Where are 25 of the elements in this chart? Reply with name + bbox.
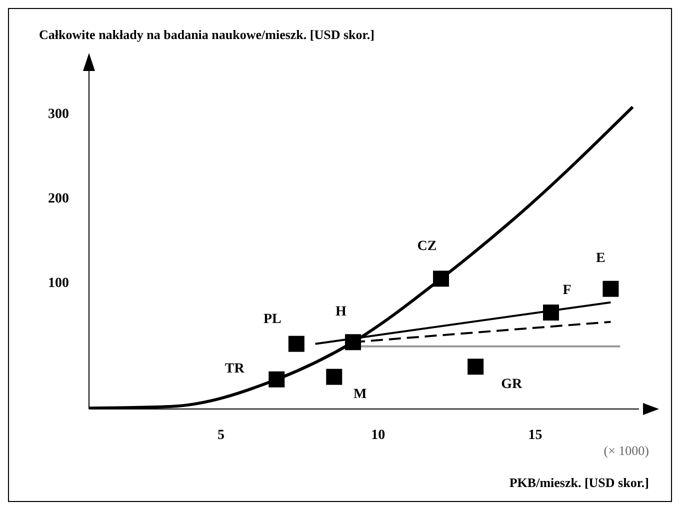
x-axis-title: PKB/mieszk. [USD skor.] <box>509 475 649 490</box>
point <box>543 304 559 321</box>
point <box>326 368 342 385</box>
y-tick-label: 200 <box>48 191 69 206</box>
text: (× 1000) <box>604 443 649 458</box>
annotation: E <box>596 251 606 266</box>
point <box>288 336 304 352</box>
x-tick-label: 10 <box>371 428 386 443</box>
y-tick-label: 100 <box>48 276 69 292</box>
annotation: GR <box>501 376 523 392</box>
x-tick-label: 5 <box>218 428 224 443</box>
point <box>468 358 484 375</box>
y-axis-title: Całkowite nakłady na badania naukowe/mieszk. [USD skor.] <box>39 27 374 42</box>
annotation: M <box>354 387 367 402</box>
x-tick-label: 15 <box>528 428 542 443</box>
annotation: H <box>336 304 347 320</box>
y-tick-label: 300 <box>48 106 69 122</box>
annotation: PL <box>263 312 282 328</box>
point <box>602 280 619 297</box>
annotation: CZ <box>417 238 437 254</box>
annotation: TR <box>224 362 246 377</box>
point <box>433 270 449 287</box>
point <box>345 334 361 350</box>
annotation: F <box>562 282 572 298</box>
point <box>268 371 285 388</box>
